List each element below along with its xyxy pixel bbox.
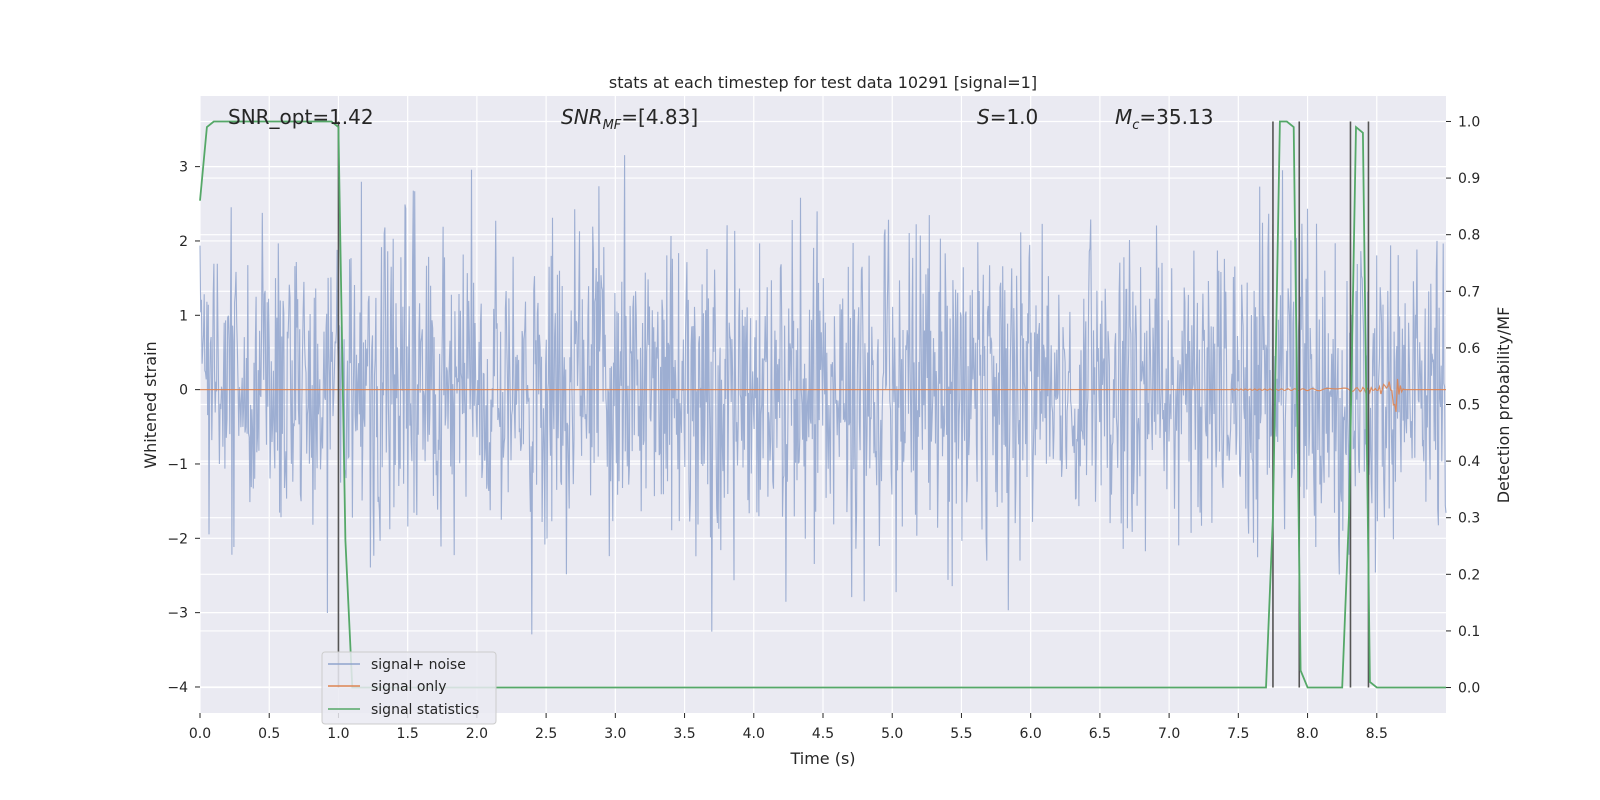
y-right-tick-label-4: 0.4 — [1458, 454, 1480, 470]
legend-label-signal-statistics: signal statistics — [371, 702, 479, 718]
y-left-tick-label-1: −3 — [167, 606, 188, 622]
y-right-tick-label-0: 0.0 — [1458, 681, 1480, 697]
legend-label-signal-only: signal only — [371, 679, 446, 695]
annotation-snr-mf: SNRMF=[4.83] — [561, 105, 698, 133]
x-tick-label-6: 3.0 — [604, 726, 626, 742]
y-right-tick-label-2: 0.2 — [1458, 567, 1480, 583]
x-tick-label-10: 5.0 — [881, 726, 903, 742]
y-right-tick-label-1: 0.1 — [1458, 624, 1480, 640]
y-axis-left-ticks: −4 −3 −2 −1 0 1 2 3 — [167, 160, 200, 696]
x-tick-label-8: 4.0 — [743, 726, 765, 742]
line-signal-noise — [199, 155, 1447, 635]
y-right-tick-label-5: 0.5 — [1458, 398, 1480, 414]
x-tick-label-4: 2.0 — [466, 726, 488, 742]
line-signal-statistics — [199, 120, 1446, 689]
x-axis-label: Time (s) — [789, 749, 855, 768]
y-left-tick-label-6: 2 — [179, 234, 188, 250]
x-axis-ticks: 0.0 0.5 1.0 1.5 2.0 2.5 3.0 3.5 4.0 4.5 5.0 5.5 6.0 6… — [189, 713, 1388, 742]
y-right-tick-label-9: 0.9 — [1458, 171, 1480, 187]
y-left-tick-label-5: 1 — [179, 308, 188, 324]
x-tick-label-14: 7.0 — [1158, 726, 1180, 742]
x-tick-label-0: 0.0 — [189, 726, 211, 742]
series-signal-only — [200, 378, 1446, 413]
y-axis-right-label: Detection probability/MF — [1494, 307, 1513, 504]
x-tick-label-12: 6.0 — [1020, 726, 1042, 742]
x-tick-label-15: 7.5 — [1227, 726, 1249, 742]
x-tick-label-9: 4.5 — [812, 726, 834, 742]
y-axis-left-label: Whitened strain — [141, 341, 160, 468]
legend-box — [321, 651, 497, 725]
annotation-snr-opt: SNR_opt=1.42 — [228, 105, 374, 129]
x-tick-label-11: 5.5 — [950, 726, 972, 742]
x-tick-label-3: 1.5 — [397, 726, 419, 742]
y-left-tick-label-2: −2 — [167, 531, 188, 547]
y-axis-right-ticks: 0.0 0.1 0.2 0.3 0.4 0.5 0.6 0.7 0.8 0.9 1.0 — [1446, 114, 1480, 697]
y-left-tick-label-3: −1 — [167, 457, 188, 473]
y-right-tick-label-8: 0.8 — [1458, 228, 1480, 244]
legend-label-signal-noise: signal+ noise — [371, 657, 466, 673]
line-signal-only — [200, 378, 1446, 413]
x-tick-label-16: 8.0 — [1296, 726, 1318, 742]
x-tick-label-7: 3.5 — [673, 726, 695, 742]
x-tick-label-17: 8.5 — [1366, 726, 1388, 742]
chart-title: stats at each timestep for test data 102… — [609, 73, 1037, 92]
y-left-tick-label-4: 0 — [179, 383, 188, 399]
y-right-tick-label-3: 0.3 — [1458, 511, 1480, 527]
series-signal-noise — [199, 155, 1447, 635]
x-tick-label-1: 0.5 — [258, 726, 280, 742]
y-right-tick-label-6: 0.6 — [1458, 341, 1480, 357]
annotation-s: S=1.0 — [977, 105, 1038, 129]
series-signal-statistics — [199, 120, 1446, 689]
x-tick-label-5: 2.5 — [535, 726, 557, 742]
x-tick-label-13: 6.5 — [1089, 726, 1111, 742]
y-right-tick-label-7: 0.7 — [1458, 284, 1480, 300]
y-left-tick-label-7: 3 — [179, 160, 188, 176]
legend: signal+ noise signal only signal statist… — [321, 651, 497, 725]
x-tick-label-2: 1.0 — [327, 726, 349, 742]
y-right-tick-label-10: 1.0 — [1458, 114, 1480, 130]
y-left-tick-label-0: −4 — [167, 680, 188, 696]
annotation-mc: Mc=35.13 — [1115, 105, 1213, 133]
